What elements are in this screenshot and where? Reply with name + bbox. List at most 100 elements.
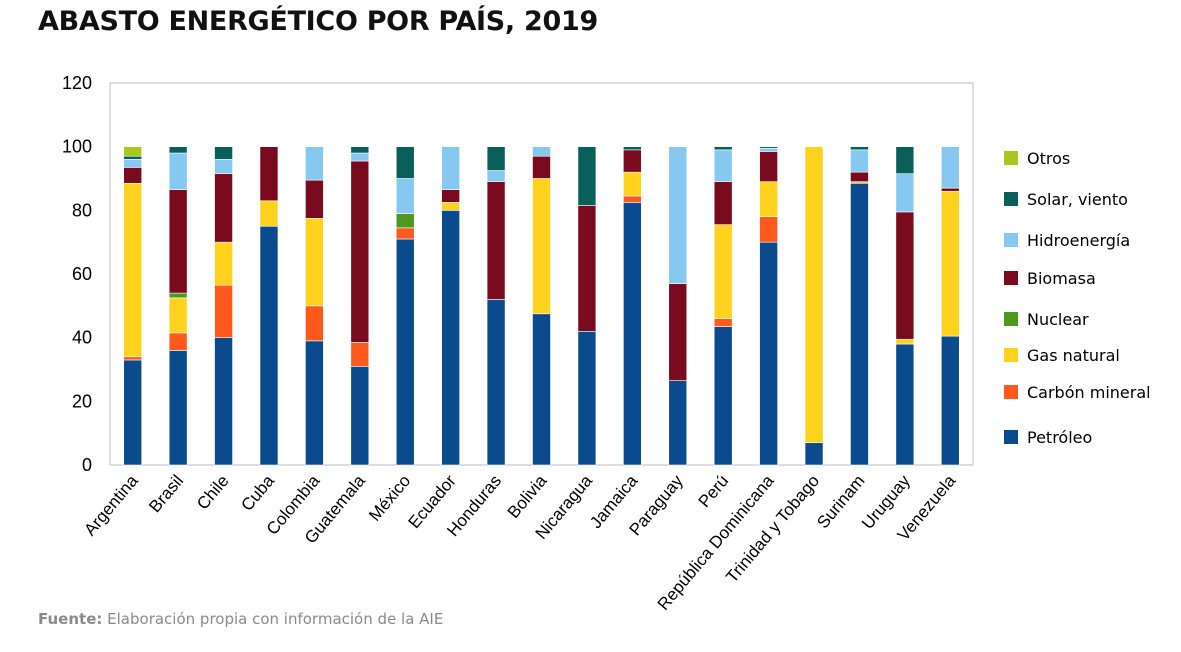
bar-segment <box>214 284 233 338</box>
bar-stack <box>486 146 506 466</box>
y-tick-label: 60 <box>72 264 92 284</box>
bar-segment <box>759 216 778 243</box>
legend: Otros Solar, viento Hidroenergía Biomasa Nuc… <box>1004 149 1151 447</box>
x-tick-label: Bolivia <box>504 471 551 522</box>
legend-swatch <box>1004 312 1018 326</box>
legend-swatch <box>1004 233 1018 247</box>
legend-label: Gas natural <box>1027 346 1120 365</box>
bar-segment <box>350 152 370 162</box>
bar-segment <box>305 146 324 181</box>
bar-segment <box>668 380 688 466</box>
bar-segment <box>577 205 597 332</box>
bar-segment <box>532 146 551 157</box>
bar-segment <box>123 155 143 160</box>
y-tick-label: 120 <box>62 73 92 93</box>
bar-segment <box>895 211 915 340</box>
bar-segment <box>713 326 733 466</box>
bar-segment <box>168 332 188 351</box>
bar-stack <box>940 146 960 466</box>
bar-segment <box>441 189 460 203</box>
bar-segment <box>350 146 370 154</box>
bar-segment <box>850 149 869 173</box>
bar-segment <box>623 195 642 203</box>
bar-segment <box>940 335 960 466</box>
bar-stack <box>259 146 279 466</box>
legend-label: Solar, viento <box>1027 190 1128 209</box>
x-tick-label: Cuba <box>237 471 278 515</box>
bar-segment <box>623 146 642 151</box>
bar-segment <box>305 340 324 466</box>
bar-segment <box>350 342 370 367</box>
bar-segment <box>259 225 279 466</box>
bar-segment <box>168 146 188 154</box>
bar-segment <box>441 202 460 211</box>
bar-segment <box>305 179 324 219</box>
x-tick-label: Perú <box>695 471 733 511</box>
bar-segment <box>532 313 551 466</box>
y-tick-label: 100 <box>62 137 92 157</box>
bar-segment <box>214 337 233 466</box>
bar-stack <box>305 146 324 466</box>
bar-stack <box>214 146 233 466</box>
bar-stack <box>577 146 597 466</box>
bar-segment <box>168 292 188 299</box>
legend-label: Nuclear <box>1027 310 1089 329</box>
bar-segment <box>668 283 688 381</box>
x-tick-label: Argentina <box>80 471 142 539</box>
bar-segment <box>214 146 233 160</box>
bar-segment <box>850 146 869 151</box>
y-axis: 0 20 40 60 80 100 120 <box>62 73 92 475</box>
bar-stack <box>623 146 642 466</box>
bar-segment <box>350 160 370 343</box>
bar-segment <box>940 187 960 192</box>
bar-segment <box>395 227 415 240</box>
bar-segment <box>577 146 597 206</box>
chart-title: ABASTO ENERGÉTICO POR PAÍS, 2019 <box>38 6 598 37</box>
legend-label: Carbón mineral <box>1027 383 1151 402</box>
bar-segment <box>759 151 778 182</box>
bar-segment <box>623 149 642 173</box>
bar-segment <box>850 182 869 466</box>
bar-stack <box>713 146 733 466</box>
y-tick-label: 20 <box>72 391 92 411</box>
x-tick-label: Chile <box>193 471 232 513</box>
bar-segment <box>395 146 415 179</box>
bar-segment <box>486 299 506 466</box>
bar-segment <box>804 442 824 466</box>
bar-segment <box>350 366 370 466</box>
bar-segment <box>940 190 960 337</box>
bar-stack <box>895 146 915 466</box>
source-text: Elaboración propia con información de la… <box>107 610 444 628</box>
bar-segment <box>123 159 143 168</box>
bar-segment <box>395 238 415 466</box>
bar-segment <box>895 338 915 345</box>
bar-segment <box>123 167 143 184</box>
bar-segment <box>713 224 733 319</box>
bar-segment <box>623 202 642 466</box>
x-tick-label: Brasil <box>145 471 187 516</box>
bar-segment <box>259 200 279 227</box>
bar-segment <box>895 146 915 175</box>
y-tick-label: 0 <box>82 455 92 475</box>
y-tick-label: 80 <box>72 200 92 220</box>
bar-segment <box>123 359 143 466</box>
bar-segment <box>532 178 551 315</box>
bar-segment <box>713 181 733 225</box>
bar-segment <box>759 241 778 466</box>
bar-segment <box>486 181 506 300</box>
bar-segment <box>759 146 778 149</box>
bar-segment <box>486 146 506 171</box>
legend-swatch <box>1004 430 1018 444</box>
bar-segment <box>168 350 188 466</box>
bar-segment <box>486 170 506 182</box>
bar-segment <box>895 173 915 213</box>
bar-segment <box>441 210 460 466</box>
bar-segment <box>123 146 143 157</box>
bar-segment <box>532 155 551 179</box>
legend-label: Hidroenergía <box>1027 231 1130 250</box>
bar-segment <box>759 181 778 218</box>
bar-stack <box>441 146 460 466</box>
bar-segment <box>759 147 778 152</box>
legend-swatch <box>1004 151 1018 165</box>
bar-segment <box>305 217 324 307</box>
